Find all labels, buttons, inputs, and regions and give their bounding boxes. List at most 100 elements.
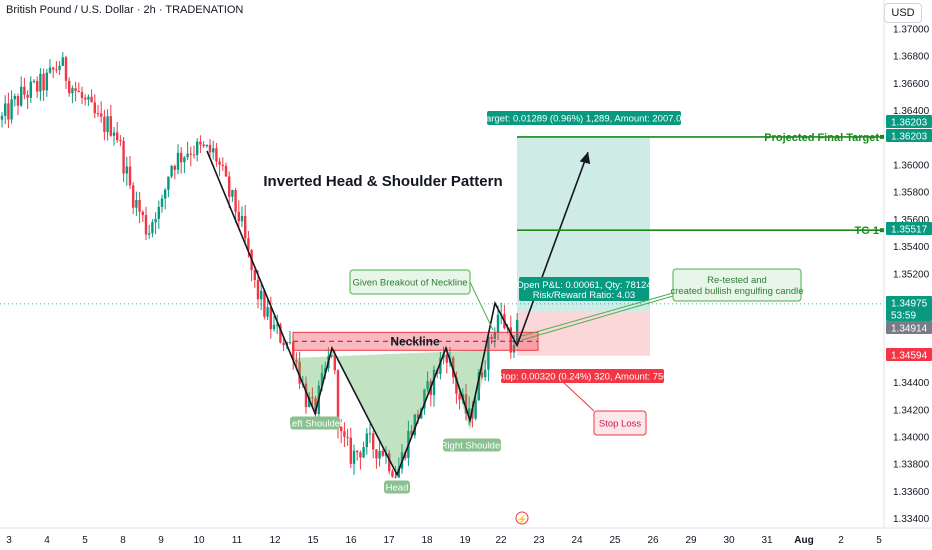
candle-body [362, 447, 365, 458]
price-tick-label: 1.34000 [893, 433, 930, 444]
candle-body [170, 165, 173, 177]
candle-body [186, 153, 189, 158]
candle-body [116, 132, 119, 141]
candle-body [29, 81, 32, 98]
events-icon-glyph: ⚡ [517, 514, 527, 524]
candle-body [36, 81, 39, 92]
candle-body [71, 88, 74, 94]
candle-body [474, 400, 477, 419]
candle-body [349, 437, 352, 464]
candle-body [119, 140, 122, 142]
stop-label: Stop: 0.00320 (0.24%) 320, Amount: 750 [496, 372, 668, 383]
candle-body [269, 307, 272, 330]
price-badge-bg [886, 348, 932, 361]
candle-body [196, 141, 199, 155]
events-icon [515, 511, 529, 525]
candle-body [471, 408, 474, 419]
candle-body [84, 97, 87, 100]
target-label-bg [487, 111, 681, 125]
candle-body [74, 88, 77, 92]
candle-body [432, 369, 436, 395]
candle-body [32, 81, 36, 83]
candle-body [157, 206, 160, 219]
retest-label-bg [672, 268, 802, 302]
date-tick-label: 11 [232, 535, 243, 546]
open-pnl-bg [519, 277, 649, 301]
price-tick-label: 1.35400 [893, 242, 930, 253]
price-tick-label: 1.34200 [893, 405, 930, 416]
candle-body [311, 397, 314, 399]
candle-body [391, 471, 394, 477]
candle-body [295, 360, 298, 362]
price-tick-label: 1.37000 [893, 25, 930, 36]
date-tick-label: Aug [794, 535, 813, 546]
level-label: TG 1 [855, 225, 879, 237]
date-tick-label: 23 [533, 535, 545, 546]
price-badge-bg [886, 308, 932, 321]
candle-body [112, 132, 116, 136]
candle-body [346, 436, 349, 438]
candle-body [381, 450, 384, 456]
candle-body [109, 116, 112, 136]
candle-body [160, 198, 164, 207]
candle-body [416, 414, 420, 419]
candle-body [234, 190, 237, 212]
candle-body [23, 86, 26, 95]
retest-connector-2 [521, 295, 674, 341]
price-badge-bg [886, 115, 932, 128]
price-tick-label: 1.36400 [893, 106, 930, 117]
candle-body [125, 166, 128, 174]
stop-loss-label: Stop Loss [599, 419, 641, 430]
date-tick-label: 4 [44, 535, 50, 546]
stop-loss-label-bg [593, 410, 647, 436]
level-marker [880, 228, 884, 233]
price-badge: 1.34975 [891, 299, 928, 310]
price-tick-label: 1.35800 [893, 188, 930, 199]
candle-body [336, 370, 340, 427]
candle-body [298, 361, 301, 384]
left-shoulder-label-bg [290, 416, 340, 430]
candle-body [151, 222, 154, 234]
candle-body [512, 344, 516, 353]
candle-body [55, 69, 58, 71]
candle-body [343, 431, 346, 437]
candle-body [487, 336, 490, 370]
candle-body [7, 103, 10, 120]
candle-body [260, 290, 263, 300]
candle-body [0, 115, 4, 120]
open-pnl-label: Open P&L: 0.00061, Qty: 78124 [516, 280, 651, 291]
candle-body [292, 342, 295, 361]
candle-body [256, 279, 260, 300]
date-tick-label: 9 [158, 535, 164, 546]
candle-body [240, 215, 244, 222]
candle-body [455, 377, 458, 394]
candle-body [413, 414, 416, 436]
candle-body [199, 141, 202, 145]
candle-body [490, 336, 493, 339]
candle-body [13, 96, 16, 100]
candle-body [410, 430, 413, 436]
candle-body [173, 165, 176, 170]
candle-body [4, 103, 7, 116]
price-badge: 1.36203 [891, 132, 928, 143]
candle-body [308, 397, 311, 408]
retest-label: Re-tested and [707, 275, 767, 286]
price-badge-bg [886, 222, 932, 235]
date-tick-label: 26 [647, 535, 659, 546]
candle-body [68, 80, 71, 94]
price-badge: 1.36203 [891, 118, 928, 129]
candle-body [464, 394, 468, 414]
candle-body [253, 270, 256, 280]
price-badge-bg [886, 296, 932, 309]
candle-body [167, 176, 170, 190]
candle-body [439, 357, 442, 374]
candle-body [10, 99, 13, 120]
price-badge: 1.34914 [891, 324, 928, 335]
right-shoulder-label: Right Shoulder [441, 441, 504, 452]
candle-body [202, 144, 205, 147]
target-label: Target: 0.01289 (0.96%) 1,289, Amount: 2… [481, 114, 686, 125]
candle-body [106, 116, 109, 133]
candle-body [266, 307, 269, 317]
